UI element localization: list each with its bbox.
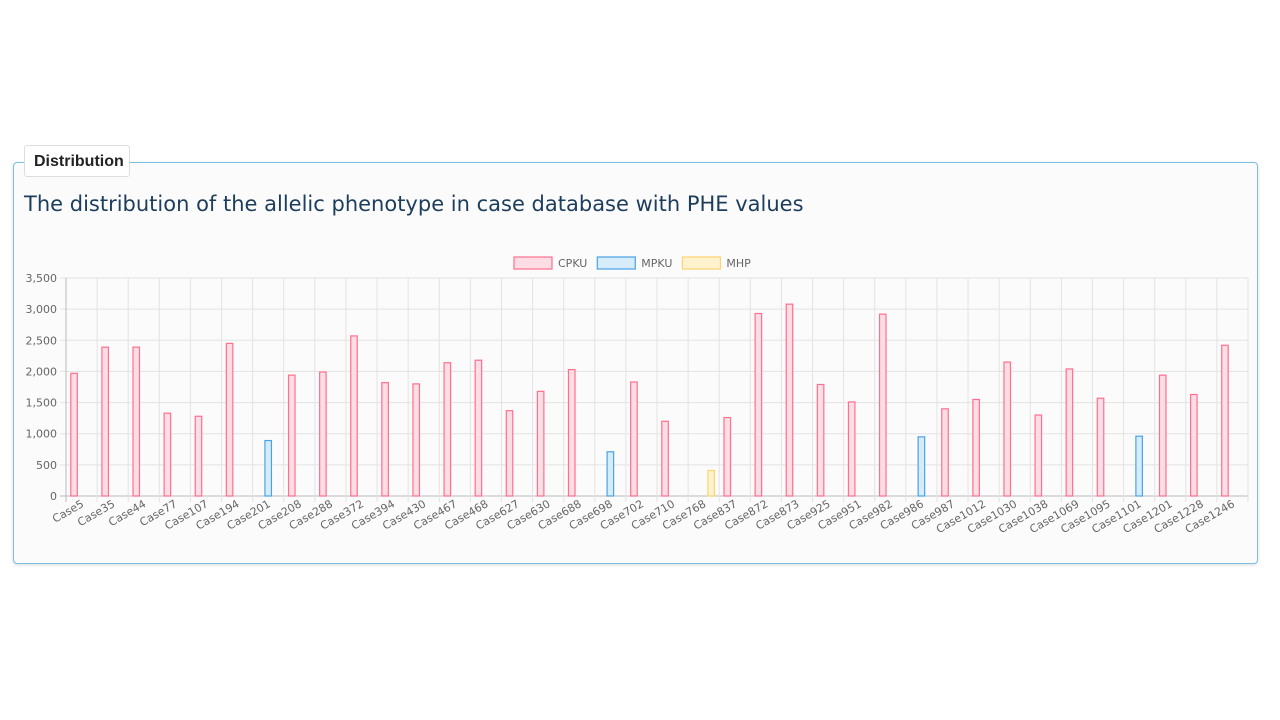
bar-cpku-case1201 bbox=[1158, 374, 1167, 497]
bar-cpku-case982 bbox=[878, 313, 887, 497]
bar-cpku-case35 bbox=[101, 346, 110, 497]
bar-cpku-case467 bbox=[443, 362, 452, 497]
bar-cpku-case1012 bbox=[972, 398, 980, 497]
bar-cpku-case1246 bbox=[1221, 344, 1229, 497]
bar-cpku-case194 bbox=[225, 342, 234, 497]
y-tick-label: 3,000 bbox=[26, 303, 58, 316]
legend-label-cpku: CPKU bbox=[558, 257, 587, 270]
bar-cpku-case630 bbox=[536, 390, 545, 497]
bar-cpku-case77 bbox=[163, 412, 172, 497]
bar-cpku-case288 bbox=[319, 371, 327, 497]
bar-cpku-case987 bbox=[941, 408, 949, 497]
bar-cpku-case925 bbox=[816, 383, 825, 497]
bar-cpku-case951 bbox=[847, 401, 856, 497]
bar-cpku-case208 bbox=[287, 374, 296, 497]
bar-mpku-case986 bbox=[917, 436, 926, 497]
panel-heading: The distribution of the allelic phenotyp… bbox=[24, 192, 804, 216]
bar-cpku-case688 bbox=[567, 368, 576, 497]
y-tick-label: 1,500 bbox=[26, 397, 58, 410]
bar-cpku-case5 bbox=[70, 372, 78, 497]
bar-cpku-case44 bbox=[132, 346, 141, 497]
bar-cpku-case872 bbox=[754, 312, 763, 497]
bar-mhp-case768 bbox=[707, 469, 716, 497]
legend-swatch-mpku bbox=[596, 256, 636, 270]
bar-cpku-case1228 bbox=[1189, 393, 1198, 497]
y-tick-label: 3,500 bbox=[26, 272, 58, 285]
y-tick-label: 2,000 bbox=[26, 365, 58, 378]
bar-mpku-case698 bbox=[606, 451, 615, 497]
bar-cpku-case1030 bbox=[1003, 361, 1012, 497]
bar-cpku-case394 bbox=[381, 382, 389, 497]
y-tick-label: 0 bbox=[50, 490, 57, 503]
legend-label-mpku: MPKU bbox=[641, 257, 672, 270]
bar-cpku-case1095 bbox=[1096, 397, 1105, 497]
bar-cpku-case1038 bbox=[1034, 414, 1043, 497]
y-tick-label: 500 bbox=[36, 459, 57, 472]
y-tick-label: 2,500 bbox=[26, 334, 58, 347]
bar-cpku-case710 bbox=[661, 420, 669, 497]
bar-mpku-case1101 bbox=[1135, 435, 1143, 497]
bar-cpku-case1069 bbox=[1065, 368, 1074, 497]
legend-swatch-mhp bbox=[681, 256, 721, 270]
panel-tab-distribution[interactable]: Distribution bbox=[24, 145, 130, 177]
bar-cpku-case468 bbox=[474, 359, 483, 497]
bar-cpku-case873 bbox=[785, 303, 794, 497]
bar-mpku-case201 bbox=[264, 439, 273, 497]
bar-cpku-case837 bbox=[723, 416, 732, 497]
distribution-panel bbox=[13, 162, 1258, 564]
bar-cpku-case627 bbox=[505, 410, 514, 497]
bar-cpku-case430 bbox=[412, 383, 421, 497]
legend-label-mhp: MHP bbox=[726, 257, 751, 270]
bar-cpku-case372 bbox=[350, 335, 358, 497]
bar-cpku-case107 bbox=[194, 415, 203, 497]
y-tick-label: 1,000 bbox=[26, 428, 58, 441]
legend-swatch-cpku bbox=[513, 256, 553, 270]
bar-cpku-case702 bbox=[630, 381, 638, 497]
